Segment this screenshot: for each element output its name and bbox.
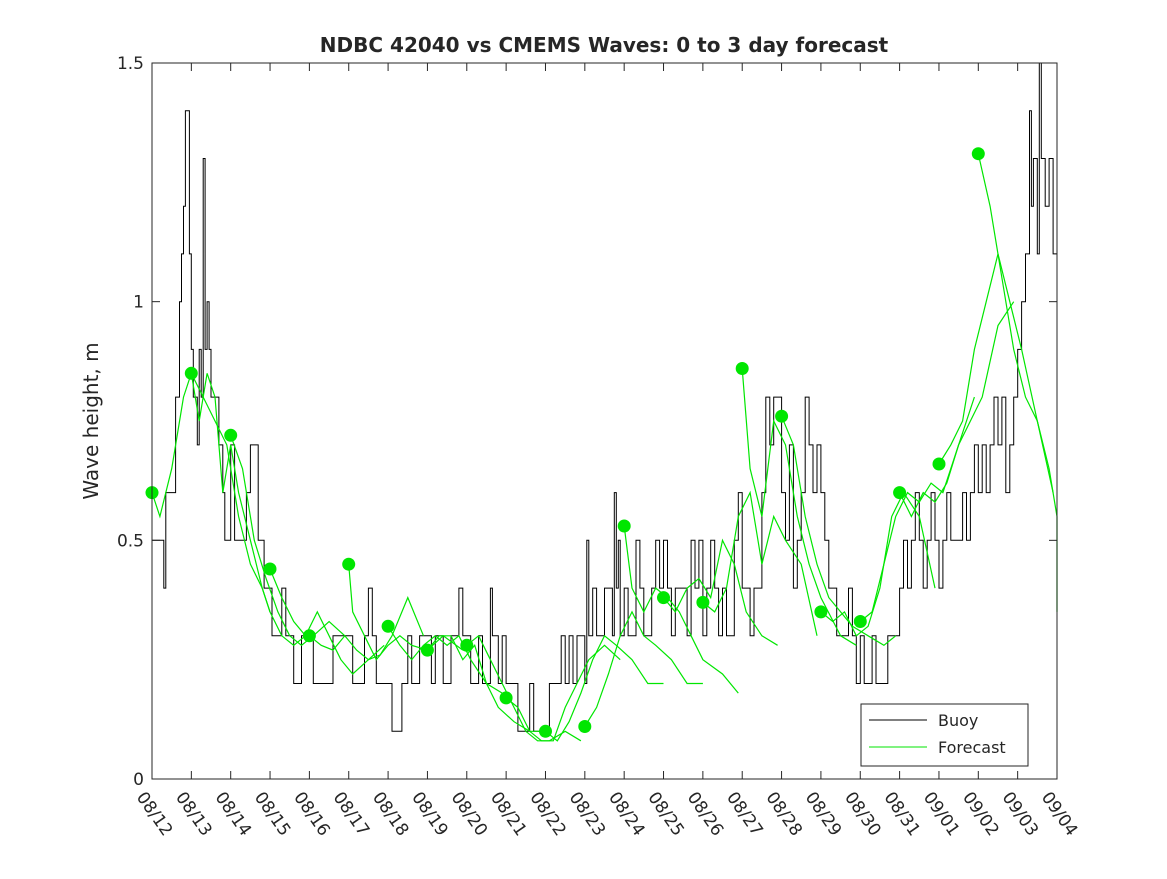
y-tick-label: 0.5 [117,531,144,551]
y-tick-label: 1.5 [117,54,144,74]
buoy-series-layer [152,62,1058,732]
forecast-marker-7 [420,643,434,657]
axes-box [151,62,1058,780]
legend-box [860,703,1029,767]
forecast-marker-5 [342,557,356,571]
y-ticks: 0 0.5 1 1.5 [117,54,1057,790]
forecast-marker-8 [460,638,474,652]
forecast-series-layer [151,153,1058,742]
forecast-marker-16 [775,409,789,423]
forecast-line-0 [151,373,271,613]
forecast-line-19 [899,301,1015,518]
forecast-line-10 [545,634,664,742]
buoy-series-line [152,62,1058,732]
legend-buoy-label: Buoy [938,711,978,730]
forecast-line-11 [584,610,703,727]
chart-title: NDBC 42040 vs CMEMS Waves: 0 to 3 day fo… [320,33,889,57]
forecast-line-13 [663,538,778,646]
forecast-line-12 [623,525,739,694]
forecast-line-4 [309,596,425,661]
forecast-marker-17 [814,605,828,619]
forecast-line-7 [426,635,542,732]
forecast-marker-18 [853,615,867,628]
forecast-marker-11 [578,720,592,733]
forecast-line-1 [190,373,306,647]
forecast-marker-6 [381,619,395,633]
forecast-marker-10 [539,724,552,738]
forecast-marker-2 [224,428,238,442]
forecast-marker-4 [302,629,316,643]
forecast-marker-9 [499,691,513,705]
y-tick-label: 0 [133,770,144,790]
forecast-line-3 [269,568,385,675]
forecast-marker-21 [971,147,985,161]
forecast-line-16 [781,415,897,647]
y-axis-label: Wave height, m [79,342,103,499]
forecast-line-5 [348,564,464,661]
forecast-line-8 [466,634,582,742]
forecast-line-2 [230,435,346,647]
forecast-marker-3 [263,562,277,576]
forecast-marker-19 [893,486,907,500]
forecast-marker-20 [932,457,946,471]
forecast-marker-12 [617,519,631,533]
forecast-marker-15 [735,362,749,375]
forecast-line-6 [387,625,503,694]
legend: Buoy Forecast [860,703,1029,767]
forecast-line-20 [938,253,1054,493]
forecast-line-14 [702,490,818,636]
plot-area [152,63,1057,779]
forecast-marker-layer [145,147,985,738]
forecast-marker-13 [657,591,670,605]
forecast-line-15 [741,368,857,646]
forecast-marker-1 [184,366,198,380]
y-tick-label: 1 [133,293,144,313]
forecast-marker-14 [696,595,710,609]
forecast-line-17 [820,491,936,637]
legend-forecast-label: Forecast [938,738,1006,757]
